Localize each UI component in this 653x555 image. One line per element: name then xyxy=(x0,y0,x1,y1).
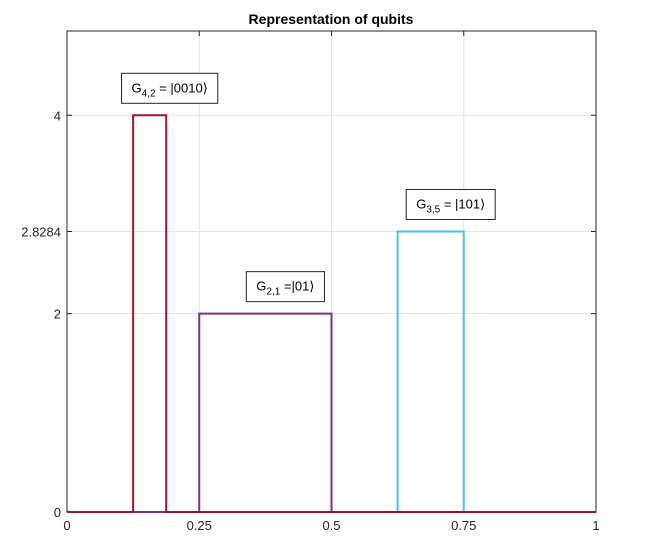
annotation-base: G xyxy=(416,196,426,211)
annotation-subscript: 3,5 xyxy=(426,204,440,215)
x-tick-label: 0.25 xyxy=(187,518,212,533)
y-tick-label: 4 xyxy=(54,108,61,123)
chart-title: Representation of qubits xyxy=(249,11,414,27)
annotation-base: G xyxy=(256,279,266,294)
annotation-text: G3,5 = |101⟩ xyxy=(416,196,485,215)
annotations: G4,2 = |0010⟩G2,1 =|01⟩G3,5 = |101⟩ xyxy=(121,72,496,303)
annotation-ket: = |101⟩ xyxy=(440,196,485,211)
annotation-box xyxy=(405,188,496,220)
annotation-1: G2,1 =|01⟩ xyxy=(245,271,325,303)
annotation-ket: =|01⟩ xyxy=(280,279,314,294)
series-line-2 xyxy=(67,114,596,513)
x-tick-label: 0.75 xyxy=(451,518,476,533)
x-tick-label: 1 xyxy=(592,518,599,533)
y-tick-label: 2.8284 xyxy=(21,224,61,239)
annotation-box xyxy=(121,72,219,104)
annotation-0: G4,2 = |0010⟩ xyxy=(121,72,219,104)
annotation-box xyxy=(245,271,325,303)
series-layer xyxy=(67,114,596,513)
annotation-ket: = |0010⟩ xyxy=(156,80,208,95)
tick-labels: 0 0.25 0.5 0.75 1 0 2 2.8284 4 xyxy=(21,108,599,533)
annotation-text: G4,2 = |0010⟩ xyxy=(132,80,208,99)
annotation-text: G2,1 =|01⟩ xyxy=(256,279,314,298)
annotation-subscript: 2,1 xyxy=(266,287,280,298)
y-tick-label: 2 xyxy=(54,307,61,322)
x-tick-label: 0 xyxy=(63,518,70,533)
annotation-subscript: 4,2 xyxy=(142,88,156,99)
x-tick-label: 0.5 xyxy=(322,518,340,533)
annotation-2: G3,5 = |101⟩ xyxy=(405,188,496,220)
y-tick-label: 0 xyxy=(54,505,61,520)
annotation-base: G xyxy=(132,80,142,95)
